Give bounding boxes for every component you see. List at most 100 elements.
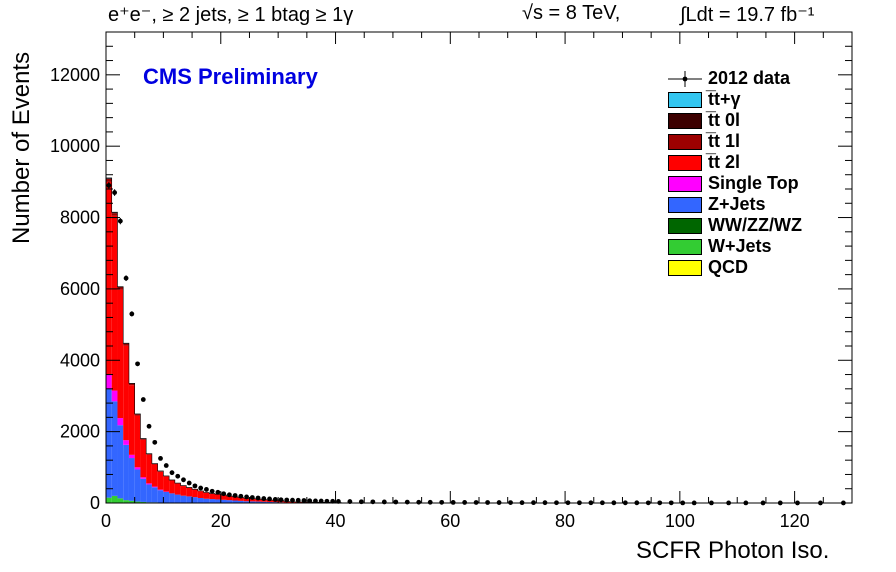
legend-label: 2012 data [708,68,791,88]
x-tick-label: 20 [211,511,231,531]
bar-z-jets [197,498,204,503]
bar-z-jets [140,478,147,502]
y-axis-label: Number of Events [8,51,35,244]
y-tick-label: 10000 [50,136,100,156]
bar-t-t-1l [111,213,118,216]
bar-t-t-2l [220,495,227,500]
data-point [129,311,135,317]
data-point [462,500,468,505]
data-point [439,499,445,505]
bar-z-jets [237,500,244,503]
bar-t-t-2l [232,496,238,501]
data-point [117,218,123,224]
bar-t-t-1l [157,471,164,472]
bar-t-t-1l [140,438,147,440]
bar-t-t-1l [146,453,152,455]
bar-z-jets [146,484,152,503]
bar-t-t-1l [128,383,135,386]
bar-z-jets [106,388,112,498]
legend-swatch [668,175,702,192]
bar-t-t-2l [209,493,216,500]
bar-t-t-2l [237,497,244,501]
bar-t-t-2l [134,415,141,468]
bar-t-t-2l [192,489,198,498]
data-point [123,275,129,281]
data-point [272,497,278,502]
y-tick-label: 2000 [60,422,100,442]
data-point [324,498,330,504]
legend-swatch [668,112,702,129]
data-point [404,499,410,505]
bar-z-jets [215,499,221,503]
legend-swatch [668,238,702,255]
legend-swatch [668,196,702,213]
x-tick-label: 80 [555,511,575,531]
legend-label: WW/ZZ/WZ [708,215,802,235]
legend-label: Z+Jets [708,194,766,214]
bar-single-top [111,390,118,402]
bar-w-jets [140,501,147,503]
data-point [135,361,140,367]
data-point [232,493,238,498]
bar-single-top [146,483,152,485]
bar-t-t-2l [215,494,221,500]
bar-w-jets [128,500,135,503]
data-point [450,499,456,505]
data-point [255,495,261,501]
bar-t-t-2l [180,486,187,496]
bar-z-jets [249,501,256,503]
bar-t-t-0l [117,286,124,288]
bar-z-jets [157,490,164,503]
bar-single-top [140,477,147,479]
data-point [393,499,399,505]
data-point [290,497,295,503]
data-point [175,473,181,479]
bar-t-t-1l [117,287,124,290]
data-point [140,397,146,402]
data-point [158,455,163,461]
x-tick-label: 120 [780,511,810,531]
data-point [181,477,186,483]
data-point [307,498,313,504]
bar-t-t-2l [226,496,233,501]
bar-t-t-1l [151,463,158,465]
x-tick-label: 100 [665,511,695,531]
data-point [112,190,118,195]
legend-swatch [668,91,702,108]
bar-single-top [123,440,129,445]
bar-t-t-2l [243,498,250,502]
bar-z-jets [134,469,141,502]
bar-z-jets [169,493,175,503]
data-point [221,491,227,497]
plot-area [106,32,852,503]
bar-z-jets [255,501,261,503]
bar-z-jets [163,491,170,503]
legend-swatch [668,133,702,150]
bar-t-t-1l [106,179,112,182]
legend-label: W+Jets [708,236,772,256]
data-point [427,499,433,505]
bar-t-t-2l [163,476,170,492]
legend-item: Z+Jets [668,194,766,215]
legend-item: W+Jets [668,236,772,257]
bar-single-top [134,467,141,470]
bar-t-t-2l [117,289,124,419]
cms-preliminary-label: CMS Preliminary [143,64,318,89]
bar-t-t-1l [134,414,141,416]
bar-t-t-0l [106,178,112,180]
bar-z-jets [111,401,118,496]
data-point [318,498,324,504]
bar-t-t-2l [106,181,112,375]
legend-label: Single Top [708,173,799,193]
data-point [198,485,204,491]
bar-t-t-2l [249,498,256,502]
legend-item: t̅t 2l [668,152,740,173]
legend-swatch [668,154,702,171]
bar-t-t-0l [111,212,118,214]
bar-z-jets [180,495,187,503]
legend-label: QCD [708,257,748,277]
bar-z-jets [226,500,233,503]
bar-z-jets [203,498,210,503]
data-point [204,487,209,492]
